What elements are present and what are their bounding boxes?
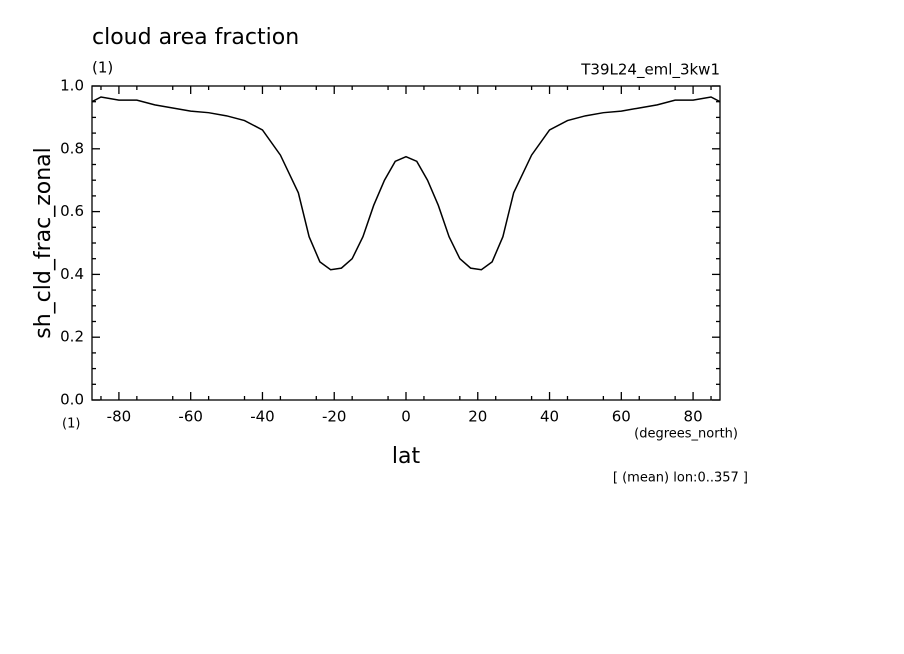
x-tick-label: 80	[684, 408, 703, 426]
y-tick-label: 0.2	[60, 328, 84, 346]
y-tick-label: 0.6	[60, 202, 84, 220]
x-axis-label: lat	[392, 444, 421, 469]
x-tick-label: -80	[107, 408, 132, 426]
chart-title: cloud area fraction	[92, 25, 299, 50]
x-tick-label: 0	[401, 408, 411, 426]
x-tick-label: 60	[612, 408, 631, 426]
annotation: [ (mean) lon:0..357 ]	[613, 471, 748, 486]
x-tick-label: 40	[540, 408, 559, 426]
x-units: (degrees_north)	[634, 427, 738, 442]
x-tick-label: 20	[468, 408, 487, 426]
y-tick-label: 0.0	[60, 391, 84, 409]
plot-frame	[91, 85, 721, 401]
y-tick-label: 0.4	[60, 265, 84, 283]
y-tick-label: 1.0	[60, 77, 84, 95]
y-tick-label: 0.8	[60, 139, 84, 157]
y-axis-label: sh_cld_frac_zonal	[31, 147, 56, 339]
x-tick-label: -60	[178, 408, 203, 426]
x-tick-label: -40	[250, 408, 275, 426]
units: (1)	[92, 59, 113, 77]
data-line	[91, 96, 721, 271]
x-tick-label: -20	[322, 408, 347, 426]
experiment: T39L24_eml_3kw1	[580, 61, 720, 80]
y-units: (1)	[62, 417, 80, 432]
